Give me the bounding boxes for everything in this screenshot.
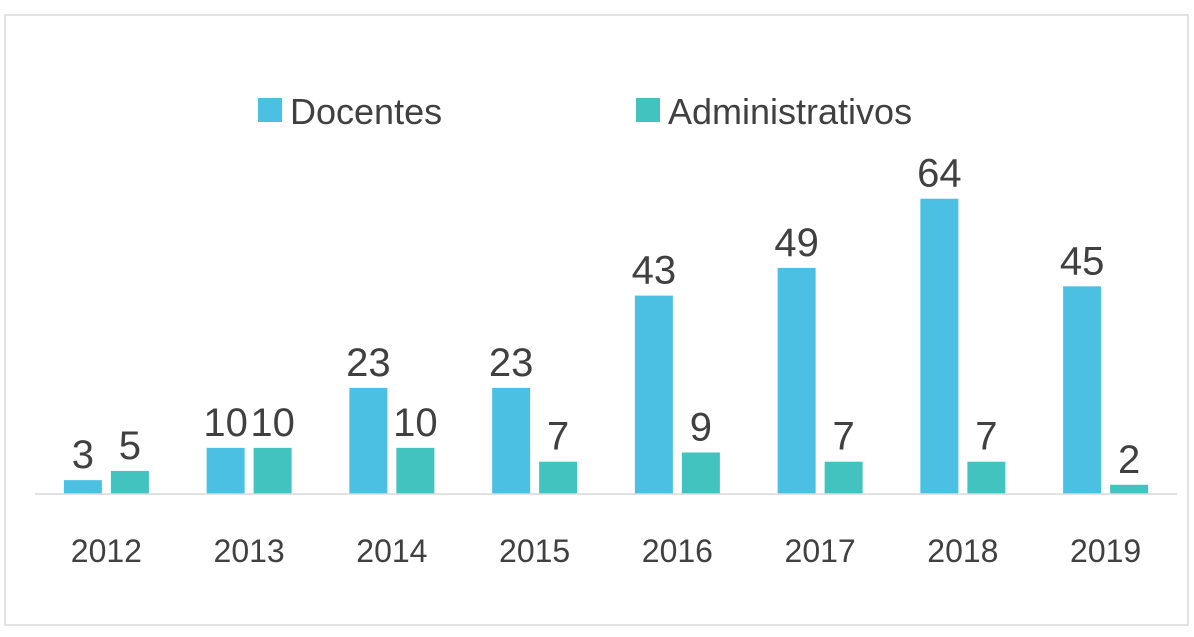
data-label: 43 — [632, 249, 677, 293]
chart-frame — [4, 14, 1189, 626]
bar — [634, 295, 673, 494]
bar — [681, 452, 720, 494]
bar — [110, 470, 149, 494]
data-label: 10 — [203, 401, 248, 445]
bar — [206, 447, 245, 494]
data-label: 9 — [690, 405, 712, 449]
bar — [1063, 286, 1102, 494]
data-label: 7 — [833, 415, 855, 459]
data-label: 2 — [1118, 438, 1140, 482]
data-label: 10 — [250, 401, 295, 445]
bar — [967, 461, 1006, 494]
bar — [63, 480, 102, 494]
data-label: 10 — [393, 401, 438, 445]
x-tick-label: 2016 — [642, 533, 713, 569]
x-tick-label: 2017 — [785, 533, 856, 569]
legend-swatch — [636, 98, 660, 122]
bar — [777, 267, 816, 494]
x-tick-label: 2012 — [71, 533, 142, 569]
x-tick-label: 2018 — [927, 533, 998, 569]
legend-label: Administrativos — [668, 91, 912, 132]
x-tick-label: 2019 — [1070, 533, 1141, 569]
bar — [349, 387, 388, 494]
legend-swatch — [258, 98, 282, 122]
bar — [1110, 484, 1149, 494]
bar — [492, 387, 531, 494]
bar — [539, 461, 578, 494]
data-label: 7 — [547, 415, 569, 459]
legend-label: Docentes — [290, 91, 442, 132]
bar — [396, 447, 435, 494]
data-label: 49 — [774, 221, 819, 265]
bar — [920, 198, 959, 494]
bar — [824, 461, 863, 494]
x-tick-label: 2013 — [214, 533, 285, 569]
data-label: 7 — [975, 415, 997, 459]
data-label: 3 — [72, 433, 94, 477]
data-label: 64 — [917, 152, 962, 196]
x-tick-label: 2014 — [356, 533, 427, 569]
data-label: 23 — [346, 341, 391, 385]
data-label: 23 — [489, 341, 534, 385]
data-label: 5 — [119, 424, 141, 468]
x-tick-label: 2015 — [499, 533, 570, 569]
bar — [253, 447, 292, 494]
data-label: 45 — [1060, 239, 1105, 283]
